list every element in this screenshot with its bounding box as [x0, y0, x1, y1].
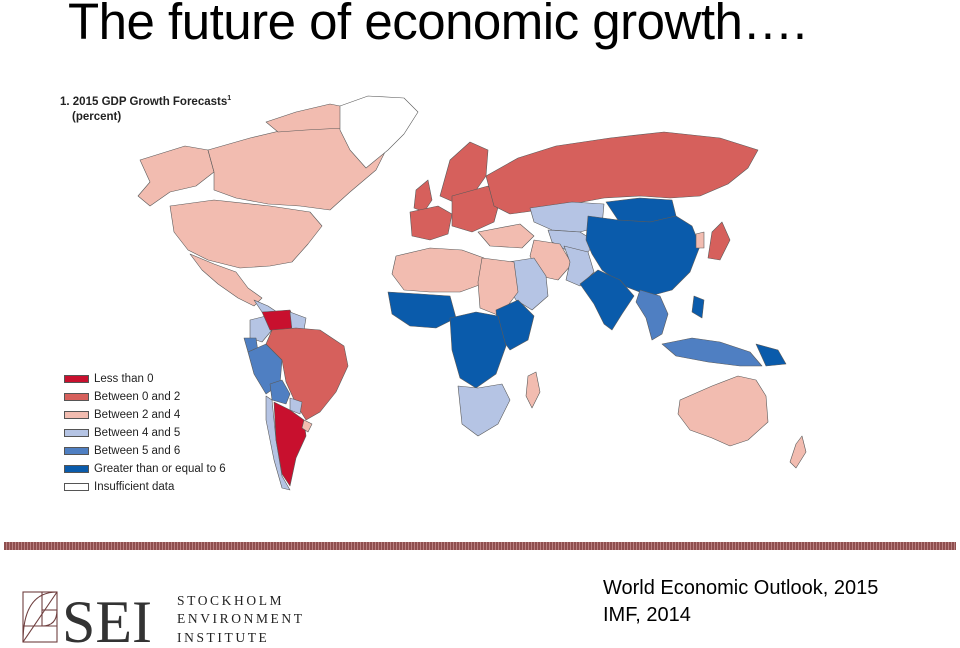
- region-new-zealand: [789, 435, 807, 469]
- map-units: (percent): [72, 110, 122, 123]
- region-guianas: [289, 311, 307, 331]
- logo-line-3: INSTITUTE: [177, 630, 269, 645]
- sei-logo: SEI STOCKHOLM ENVIRONMENT INSTITUTE: [22, 589, 305, 646]
- logo-line-1: STOCKHOLM: [177, 593, 284, 608]
- region-southeast-asia: [635, 289, 669, 341]
- legend-item: Less than 0: [64, 370, 226, 388]
- region-paraguay: [289, 397, 303, 415]
- legend-label: Less than 0: [94, 373, 154, 385]
- region-japan: [707, 221, 731, 261]
- region-north-africa: [391, 247, 485, 293]
- region-uk: [413, 179, 433, 213]
- legend-label: Between 2 and 4: [94, 409, 181, 421]
- legend-item: Insufficient data: [64, 478, 226, 496]
- region-chile: [265, 395, 291, 491]
- source-citation: World Economic Outlook, 2015 IMF, 2014: [603, 575, 878, 629]
- region-indonesia: [661, 337, 763, 367]
- region-greenland: [339, 95, 419, 169]
- region-australia: [677, 375, 769, 447]
- legend-label: Between 4 and 5: [94, 427, 181, 439]
- legend-label: Between 5 and 6: [94, 445, 181, 457]
- legend-swatch: [64, 447, 89, 455]
- region-western-europe: [409, 205, 453, 241]
- region-southern-africa: [457, 383, 511, 437]
- legend-label: Insufficient data: [94, 481, 175, 493]
- map-heading: 1. 2015 GDP Growth Forecasts1 (percent): [60, 91, 231, 125]
- source-line-1: World Economic Outlook, 2015: [603, 577, 879, 599]
- region-philippines: [691, 295, 705, 319]
- region-korea: [695, 231, 705, 249]
- region-uruguay: [301, 419, 313, 433]
- region-argentina: [273, 401, 307, 487]
- legend-item: Between 5 and 6: [64, 442, 226, 460]
- region-india: [579, 269, 635, 331]
- slide-title: The future of economic growth….: [68, 0, 807, 50]
- map-legend: Less than 0 Between 0 and 2 Between 2 an…: [64, 370, 226, 496]
- source-line-2: IMF, 2014: [603, 604, 691, 626]
- golden-spiral-icon: [22, 591, 58, 643]
- legend-item: Between 2 and 4: [64, 406, 226, 424]
- region-eastern-europe: [451, 185, 501, 233]
- region-central-africa: [449, 311, 507, 389]
- region-usa: [169, 199, 323, 269]
- legend-item: Between 4 and 5: [64, 424, 226, 442]
- map-heading-text: 1. 2015 GDP Growth Forecasts: [60, 95, 228, 108]
- region-madagascar: [525, 371, 541, 409]
- legend-swatch: [64, 411, 89, 419]
- legend-swatch: [64, 393, 89, 401]
- region-greece-turkey: [477, 223, 535, 249]
- region-alaska: [137, 145, 215, 207]
- legend-item: Between 0 and 2: [64, 388, 226, 406]
- region-bolivia: [269, 379, 291, 405]
- legend-swatch: [64, 483, 89, 491]
- region-papua: [755, 343, 787, 367]
- region-west-africa: [387, 291, 457, 329]
- footer-divider: [4, 542, 956, 550]
- legend-swatch: [64, 429, 89, 437]
- legend-label: Between 0 and 2: [94, 391, 181, 403]
- logo-line-2: ENVIRONMENT: [177, 611, 305, 626]
- legend-item: Greater than or equal to 6: [64, 460, 226, 478]
- legend-swatch: [64, 375, 89, 383]
- legend-label: Greater than or equal to 6: [94, 463, 226, 475]
- region-pakistan-afghanistan: [563, 245, 595, 287]
- footnote-marker: 1: [227, 95, 232, 102]
- world-map: [137, 95, 807, 491]
- legend-swatch: [64, 465, 89, 473]
- region-china: [585, 215, 701, 297]
- logo-letters: SEI: [62, 589, 152, 646]
- region-brazil: [265, 327, 349, 421]
